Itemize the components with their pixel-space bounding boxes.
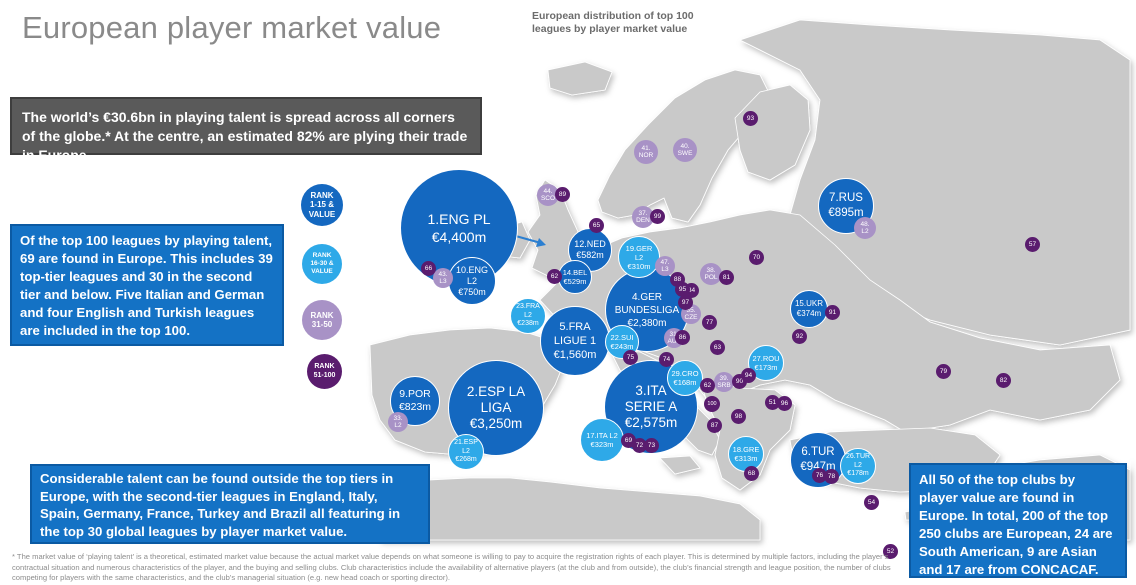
league-73: 73 <box>644 438 659 453</box>
intro-box: The world’s €30.6bn in playing talent is… <box>10 97 482 163</box>
league-fra-ligue-1: 5.FRA LIGUE 1 €1,560m <box>540 306 610 376</box>
league-nor: 41. NOR <box>634 140 658 164</box>
league-srb: 39. SRB <box>714 372 734 392</box>
league-33-l2: 33. L2 <box>388 412 408 432</box>
league-76: 76 <box>812 468 827 483</box>
league-bel: 14.BEL €529m <box>558 260 592 294</box>
land-sicily <box>659 455 701 475</box>
league-ger-l2: 19.GER L2 €310m <box>618 236 660 278</box>
league-100: 100 <box>704 396 720 412</box>
league-den: 37. DEN <box>632 206 654 228</box>
league-81: 81 <box>719 270 734 285</box>
league-92: 92 <box>792 329 807 344</box>
league-fra-l2: 23.FRA L2 €238m <box>510 298 546 334</box>
league-57: 57 <box>1025 237 1040 252</box>
second-tier-box: Considerable talent can be found outside… <box>30 464 430 544</box>
europe-leagues-box: Of the top 100 leagues by playing talent… <box>10 224 284 346</box>
land-russia <box>738 19 1131 346</box>
footnote: * The market value of ‘playing talent’ i… <box>12 552 891 582</box>
league-63: 63 <box>710 340 725 355</box>
league-65: 65 <box>589 218 604 233</box>
page-title: European player market value <box>22 10 442 45</box>
league-99: 99 <box>650 209 665 224</box>
league-97: 97 <box>678 295 693 310</box>
league-66: 66 <box>421 261 436 276</box>
league-52: 52 <box>883 544 898 559</box>
league-eng-l2: 10.ENG L2 €750m <box>448 257 496 305</box>
league-94: 94 <box>741 368 756 383</box>
league-78: 78 <box>824 469 839 484</box>
legend-rank-51-100: RANK 51-100 <box>307 354 342 389</box>
legend-rank-31-50: RANK 31-50 <box>302 300 342 340</box>
league-77: 77 <box>702 315 717 330</box>
legend-rank-1-15: RANK 1-15 & VALUE <box>301 184 343 226</box>
league-tur-l2: 26.TUR L2 €178m <box>840 448 876 484</box>
legend-rank-16-30: RANK 16-30 & VALUE <box>302 244 342 284</box>
league-82: 82 <box>996 373 1011 388</box>
league-96: 96 <box>777 396 792 411</box>
league-62b: 62 <box>700 378 715 393</box>
league-esp-l2: 21.ESP L2 €268m <box>448 434 484 470</box>
league-48-l2: 48. L2 <box>854 217 876 239</box>
league-pol: 38. POL <box>700 263 722 285</box>
league-79: 79 <box>936 364 951 379</box>
league-89: 89 <box>555 187 570 202</box>
league-93: 93 <box>743 111 758 126</box>
league-sco: 44. SCO <box>537 184 559 206</box>
league-86: 86 <box>675 330 690 345</box>
league-74: 74 <box>659 352 674 367</box>
league-70: 70 <box>749 250 764 265</box>
league-cro: 29.CRO €168m <box>667 360 703 396</box>
land-finland <box>734 84 811 181</box>
league-43-l3: 43. L3 <box>433 268 453 288</box>
league-62a: 62 <box>547 269 562 284</box>
league-95: 95 <box>675 282 690 297</box>
land-iceland <box>547 61 613 96</box>
league-ukr: 15.UKR €374m <box>790 290 828 328</box>
league-87: 87 <box>707 418 722 433</box>
land-north-africa <box>379 477 761 541</box>
league-54: 54 <box>864 495 879 510</box>
league-91: 91 <box>825 305 840 320</box>
league-72: 72 <box>632 438 647 453</box>
league-swe: 40. SWE <box>673 138 697 162</box>
top-clubs-box: All 50 of the top clubs by player value … <box>909 463 1127 578</box>
map-subtitle: European distribution of top 100 leagues… <box>532 10 694 35</box>
league-ita-l2: 17.ITA L2 €323m <box>580 418 624 462</box>
league-75: 75 <box>623 350 638 365</box>
league-51: 51 <box>765 395 780 410</box>
league-47-l3: 47. L3 <box>655 256 675 276</box>
league-68: 68 <box>744 466 759 481</box>
league-98: 98 <box>731 409 746 424</box>
